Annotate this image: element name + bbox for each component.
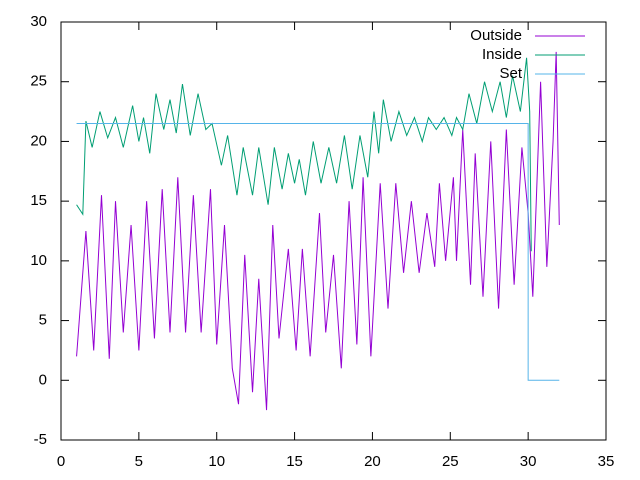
x-tick-label: 25	[442, 453, 459, 470]
legend-label: Set	[499, 65, 522, 82]
y-tick-label: 0	[39, 371, 47, 388]
legend-label: Outside	[470, 27, 522, 44]
series-line	[76, 57, 532, 252]
x-tick-label: 10	[208, 453, 225, 470]
x-tick-label: 0	[57, 453, 65, 470]
plot-frame	[60, 21, 607, 441]
y-tick-label: 25	[30, 73, 47, 90]
y-tick-label: 5	[39, 312, 47, 329]
y-tick-label: -5	[34, 431, 47, 448]
x-tick-label: 20	[364, 453, 381, 470]
y-tick-label: 20	[30, 132, 47, 149]
series-line	[76, 123, 560, 381]
x-tick-label: 15	[286, 453, 303, 470]
x-tick-label: 30	[520, 453, 537, 470]
y-tick-label: 10	[30, 252, 47, 269]
y-tick-label: 15	[30, 192, 47, 209]
x-tick-label: 5	[135, 453, 143, 470]
x-tick-label: 35	[598, 453, 615, 470]
y-tick-label: 30	[30, 13, 47, 30]
series-line	[76, 51, 560, 411]
legend-label: Inside	[482, 46, 522, 63]
